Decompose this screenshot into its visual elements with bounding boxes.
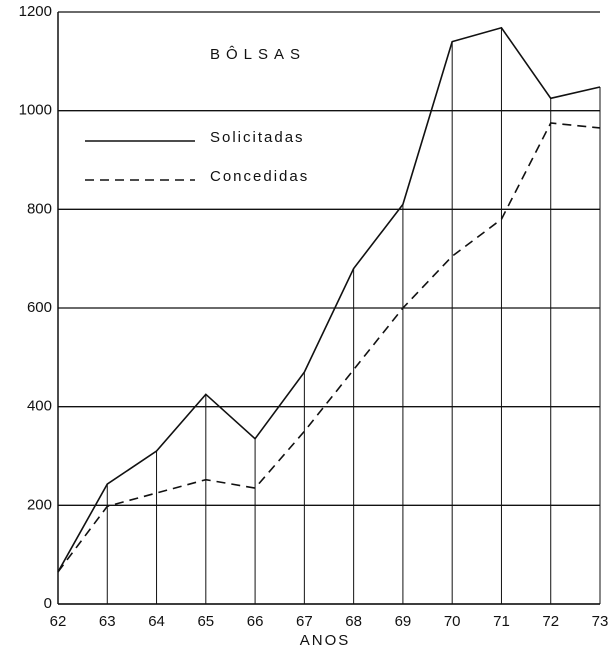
x-tick-label: 68	[345, 613, 362, 630]
y-tick-label: 400	[27, 398, 52, 415]
x-tick-label: 71	[493, 613, 510, 630]
series-line	[57, 122, 601, 573]
x-axis-label: ANOS	[300, 632, 351, 649]
x-tick-label: 65	[197, 613, 214, 630]
y-tick-label: 1000	[19, 102, 52, 119]
x-tick-label: 66	[247, 613, 264, 630]
legend-label: Concedidas	[210, 168, 309, 185]
x-tick-label: 63	[99, 613, 116, 630]
legend-label: Solicitadas	[210, 129, 305, 146]
x-tick-label: 67	[296, 613, 313, 630]
y-tick-label: 600	[27, 299, 52, 316]
y-tick-label: 1200	[19, 3, 52, 20]
x-tick-label: 69	[395, 613, 412, 630]
y-tick-label: 0	[44, 595, 52, 612]
x-tick-label: 73	[592, 613, 609, 630]
x-tick-label: 70	[444, 613, 461, 630]
y-tick-label: 200	[27, 496, 52, 513]
chart-title: BÔLSAS	[210, 46, 306, 63]
x-tick-label: 62	[50, 613, 67, 630]
x-tick-label: 64	[148, 613, 165, 630]
series-line	[57, 26, 601, 573]
y-tick-label: 800	[27, 200, 52, 217]
x-tick-label: 72	[542, 613, 559, 630]
